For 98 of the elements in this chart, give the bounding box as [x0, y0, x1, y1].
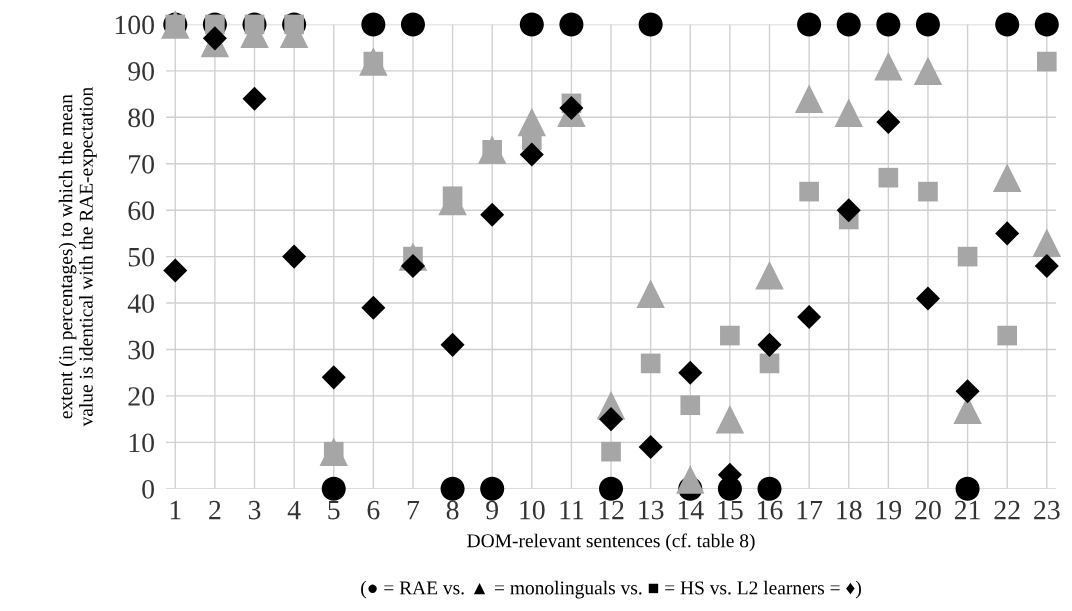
point	[678, 360, 703, 385]
x-tick-label: 7	[407, 501, 420, 520]
point	[559, 12, 584, 37]
point	[1032, 228, 1062, 257]
x-tick-label: 22	[994, 500, 1020, 520]
x-tick-label: 11	[560, 500, 584, 520]
y-tick-label: 40	[127, 294, 154, 313]
point	[599, 407, 624, 432]
point	[519, 12, 544, 37]
point	[957, 246, 978, 267]
y-tick-label: 10	[129, 433, 154, 453]
x-tick-label: 18	[837, 500, 862, 520]
point	[361, 12, 386, 37]
point	[799, 181, 819, 202]
point	[715, 404, 745, 434]
point	[1034, 253, 1059, 278]
point	[757, 332, 782, 357]
y-tick-label: 20	[128, 387, 154, 406]
x-tick-label: 2	[209, 500, 221, 520]
point	[797, 12, 822, 37]
x-tick-label: 13	[639, 500, 664, 520]
x-tick-label: 4	[287, 500, 301, 520]
point	[836, 198, 861, 223]
point	[915, 12, 940, 37]
point	[720, 325, 740, 346]
point	[955, 379, 980, 404]
point	[876, 109, 901, 134]
y-tick-label: 30	[128, 340, 154, 360]
point	[599, 476, 624, 501]
point	[836, 12, 861, 37]
point	[680, 395, 701, 416]
x-tick-label: 19	[876, 500, 902, 520]
point	[163, 258, 188, 283]
x-tick-label: 14	[678, 500, 704, 520]
point	[442, 186, 463, 207]
point	[636, 279, 665, 308]
y-tick-label: 90	[128, 62, 154, 81]
x-tick-label: 17	[797, 500, 823, 520]
point	[995, 12, 1020, 37]
point	[918, 181, 938, 202]
point	[640, 353, 661, 374]
point	[480, 202, 505, 227]
point	[676, 465, 705, 494]
point	[400, 12, 425, 37]
point	[400, 253, 425, 278]
point	[878, 167, 899, 188]
point	[242, 86, 267, 111]
point	[913, 56, 943, 86]
point	[997, 325, 1018, 346]
point	[834, 98, 863, 127]
y-tick-label: 80	[128, 108, 154, 128]
x-tick-label: 16	[758, 500, 783, 520]
y-tick-label: 50	[128, 247, 154, 267]
point	[955, 476, 980, 501]
x-tick-label: 15	[718, 500, 743, 520]
y-tick-label: 60	[128, 201, 154, 221]
point	[759, 353, 780, 374]
x-tick-label: 10	[520, 500, 545, 520]
point	[282, 244, 307, 269]
point	[797, 304, 822, 330]
x-tick-label: 12	[599, 500, 624, 520]
point	[361, 295, 386, 320]
x-tick-label: 3	[248, 500, 261, 520]
y-axis-title: extent (in percentages) to which the mean value is identical with the RAE-expectation	[58, 87, 97, 427]
x-tick-label: 23	[1034, 500, 1060, 520]
point	[794, 84, 824, 113]
text: (● = RAE vs. ▲ = monolinguals vs. ■ = HS vs. L2 learners = ♦)	[361, 580, 861, 599]
x-tick-label: 21	[954, 500, 980, 520]
point	[1036, 51, 1057, 72]
point	[876, 12, 901, 37]
point	[992, 163, 1022, 192]
y-tick-label: 100	[115, 15, 154, 35]
y-tick-label: 0	[142, 479, 154, 499]
point	[638, 434, 663, 460]
point	[440, 332, 465, 357]
point	[757, 476, 782, 501]
point	[874, 52, 903, 81]
point	[638, 12, 663, 37]
x-tick-label: 1	[170, 500, 181, 520]
point	[995, 221, 1020, 246]
point	[1034, 12, 1059, 37]
point	[202, 26, 227, 51]
point	[440, 476, 465, 501]
x-tick-label: 9	[486, 500, 498, 520]
point	[915, 286, 940, 311]
point	[755, 260, 784, 290]
point	[480, 476, 505, 501]
point	[321, 476, 346, 501]
x-axis-title: DOM-relevant sentences (cf. table 8)	[467, 533, 755, 552]
y-tick-label: 70	[129, 154, 154, 174]
point	[559, 96, 584, 121]
point	[601, 441, 621, 462]
point	[321, 365, 346, 390]
x-tick-label: 5	[328, 501, 340, 520]
point	[519, 142, 544, 167]
x-tick-label: 8	[446, 500, 459, 520]
x-tick-label: 20	[915, 500, 941, 520]
x-tick-label: 6	[367, 500, 380, 520]
